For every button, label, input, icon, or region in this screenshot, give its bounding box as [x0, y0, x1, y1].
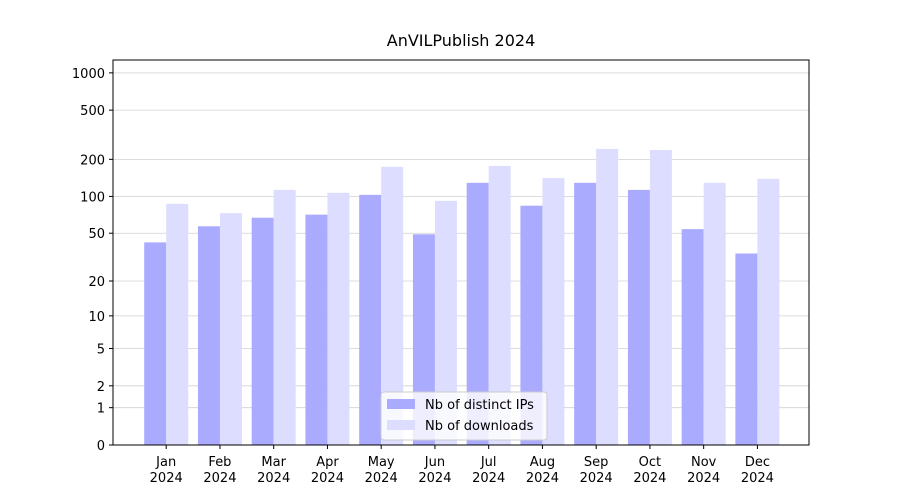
legend-box [380, 391, 548, 441]
plot-frame [112, 59, 810, 446]
legend-label: Nb of distinct IPs [425, 398, 534, 413]
x-tick-label: Aug 2024 [526, 455, 559, 486]
y-tick-label: 200 [80, 153, 105, 168]
legend-swatch [387, 399, 415, 409]
bar [703, 182, 726, 445]
bar [520, 205, 543, 445]
y-tick-label: 500 [80, 104, 105, 119]
bar [488, 165, 511, 445]
legend-swatch [387, 420, 415, 430]
x-tick-label: Apr 2024 [311, 455, 344, 486]
bar [466, 182, 489, 445]
y-tick-label: 1000 [72, 67, 105, 82]
y-tick-label: 2 [97, 380, 105, 395]
bar [434, 200, 457, 445]
bar [144, 242, 167, 445]
bar [596, 148, 619, 445]
x-tick-label: Jun 2024 [418, 455, 451, 486]
bar [251, 217, 274, 445]
y-tick-label: 10 [88, 310, 105, 325]
bar [166, 203, 189, 445]
y-tick-label: 50 [88, 227, 105, 242]
bar [574, 182, 597, 445]
bar [735, 253, 758, 445]
bar [327, 192, 350, 445]
x-tick-label: Mar 2024 [257, 455, 290, 486]
bar [273, 189, 296, 445]
y-tick-label: 0 [97, 439, 105, 454]
x-tick-label: Jul 2024 [472, 455, 505, 486]
x-tick-label: Feb 2024 [203, 455, 236, 486]
bar [649, 150, 672, 445]
legend-label: Nb of downloads [425, 419, 534, 434]
x-tick-label: Jan 2024 [150, 455, 183, 486]
y-tick-label: 5 [97, 342, 105, 357]
bar [219, 213, 242, 445]
y-tick-label: 20 [88, 275, 105, 290]
x-tick-label: Nov 2024 [687, 455, 720, 486]
x-tick-label: May 2024 [365, 455, 398, 486]
bar [359, 194, 382, 445]
chart-title: AnVILPublish 2024 [387, 31, 536, 50]
bar [305, 214, 328, 445]
y-tick-label: 1 [97, 402, 105, 417]
bar [197, 226, 220, 445]
bar [627, 189, 650, 445]
x-tick-label: Sep 2024 [580, 455, 613, 486]
x-tick-label: Dec 2024 [741, 455, 774, 486]
bar [681, 229, 704, 445]
bar [381, 166, 404, 445]
x-tick-label: Oct 2024 [633, 455, 666, 486]
y-tick-label: 100 [80, 190, 105, 205]
bar [757, 178, 780, 446]
bar [542, 178, 565, 446]
